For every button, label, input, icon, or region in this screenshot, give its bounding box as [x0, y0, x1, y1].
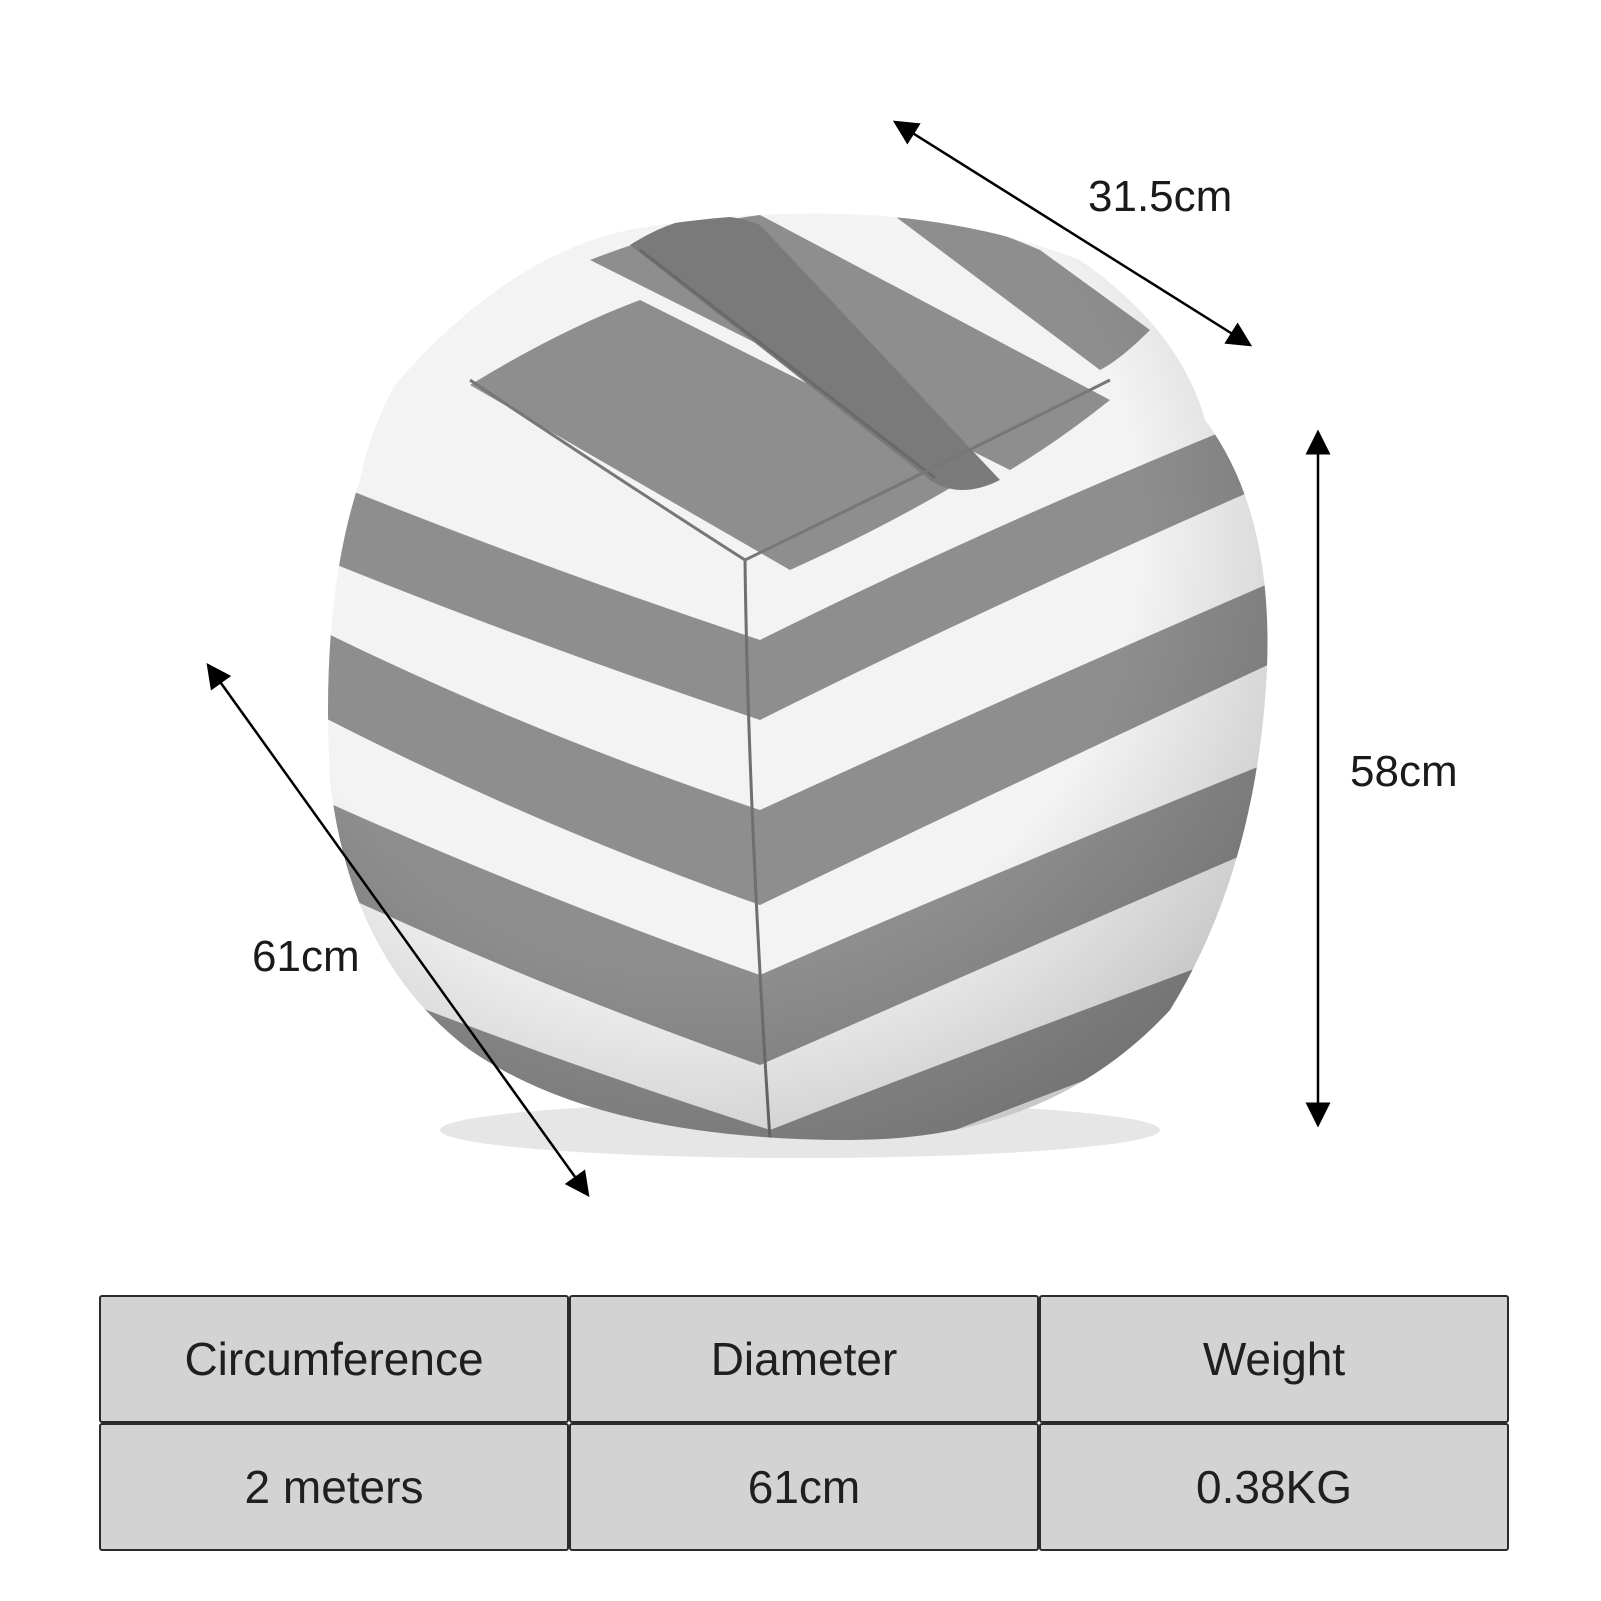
width-arrow — [206, 662, 590, 1198]
spec-table: Circumference Diameter Weight 2 meters 6… — [99, 1295, 1509, 1551]
bean-bag-image — [328, 213, 1268, 1141]
header-diameter: Diameter — [569, 1295, 1039, 1423]
depth-label: 31.5cm — [1088, 172, 1233, 221]
header-circumference: Circumference — [99, 1295, 569, 1423]
value-diameter: 61cm — [569, 1423, 1039, 1551]
value-weight: 0.38KG — [1039, 1423, 1509, 1551]
depth-arrow — [892, 120, 1253, 347]
header-weight: Weight — [1039, 1295, 1509, 1423]
product-scene — [206, 120, 1331, 1198]
height-label: 58cm — [1350, 747, 1458, 796]
width-label: 61cm — [252, 932, 360, 981]
value-circumference: 2 meters — [99, 1423, 569, 1551]
